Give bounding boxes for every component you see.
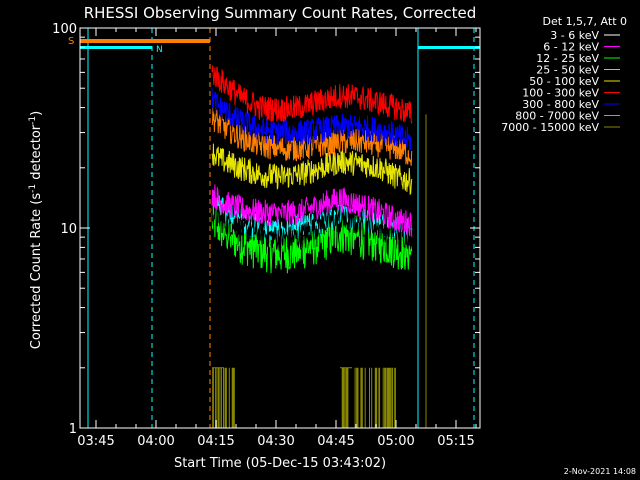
interval-bar-n-late [418, 46, 480, 49]
x-tick-label: 04:30 [257, 434, 294, 449]
y-tick-label: 10 [60, 222, 77, 237]
series-line [211, 184, 413, 237]
x-tick-label: 05:15 [437, 434, 474, 449]
y-tick-label: 100 [52, 22, 77, 37]
legend-label: 25 - 50 keV [536, 64, 599, 77]
y-axis-label: Corrected Count Rate (s-1 detector-1) [28, 111, 44, 349]
y-axis-label-main: Corrected Count Rate (s [29, 193, 44, 350]
series-bursts [212, 367, 396, 428]
y-axis-label-sup2: -1 [28, 116, 38, 125]
series-line [211, 106, 413, 166]
legend-label: 50 - 100 keV [529, 75, 599, 88]
legend-label: 100 - 300 keV [522, 87, 599, 100]
x-axis-label: Start Time (05-Dec-15 03:43:02) [174, 456, 386, 471]
plot-area: SN [68, 28, 480, 428]
legend-label: 800 - 7000 keV [515, 110, 599, 123]
series-line [211, 87, 413, 152]
y-axis: 1 10 100 [52, 22, 480, 437]
series-line [211, 65, 413, 124]
series-line [211, 202, 413, 252]
y-axis-label-sup1: -1 [28, 184, 38, 193]
legend-label: 3 - 6 keV [550, 29, 599, 42]
interval-label-n: N [156, 45, 163, 55]
x-tick-label: 03:45 [77, 434, 114, 449]
legend-label: 6 - 12 keV [543, 41, 599, 54]
interval-label-s: S [68, 36, 74, 47]
y-axis-label-end: ) [29, 111, 44, 116]
legend-header: Det 1,5,7, Att 0 [543, 15, 627, 28]
y-tick-label: 1 [69, 422, 77, 437]
legend-label: 12 - 25 keV [536, 52, 599, 65]
plot-frame [79, 27, 481, 429]
interval-bar-n [80, 46, 152, 49]
interval-bar-s [80, 39, 210, 43]
x-tick-label: 04:15 [197, 434, 234, 449]
x-tick-label: 04:00 [137, 434, 174, 449]
series-line [211, 143, 413, 196]
legend-label: 7000 - 15000 keV [501, 121, 599, 134]
x-axis: 03:45 04:00 04:15 04:30 04:45 05:00 05:15 [77, 28, 477, 449]
x-tick-label: 04:45 [317, 434, 354, 449]
date-stamp: 2-Nov-2021 14:08 [564, 467, 636, 476]
chart-title: RHESSI Observing Summary Count Rates, Co… [84, 4, 477, 22]
legend-label: 300 - 800 keV [522, 98, 599, 111]
y-axis-label-mid: detector [29, 124, 44, 184]
x-tick-label: 05:00 [377, 434, 414, 449]
